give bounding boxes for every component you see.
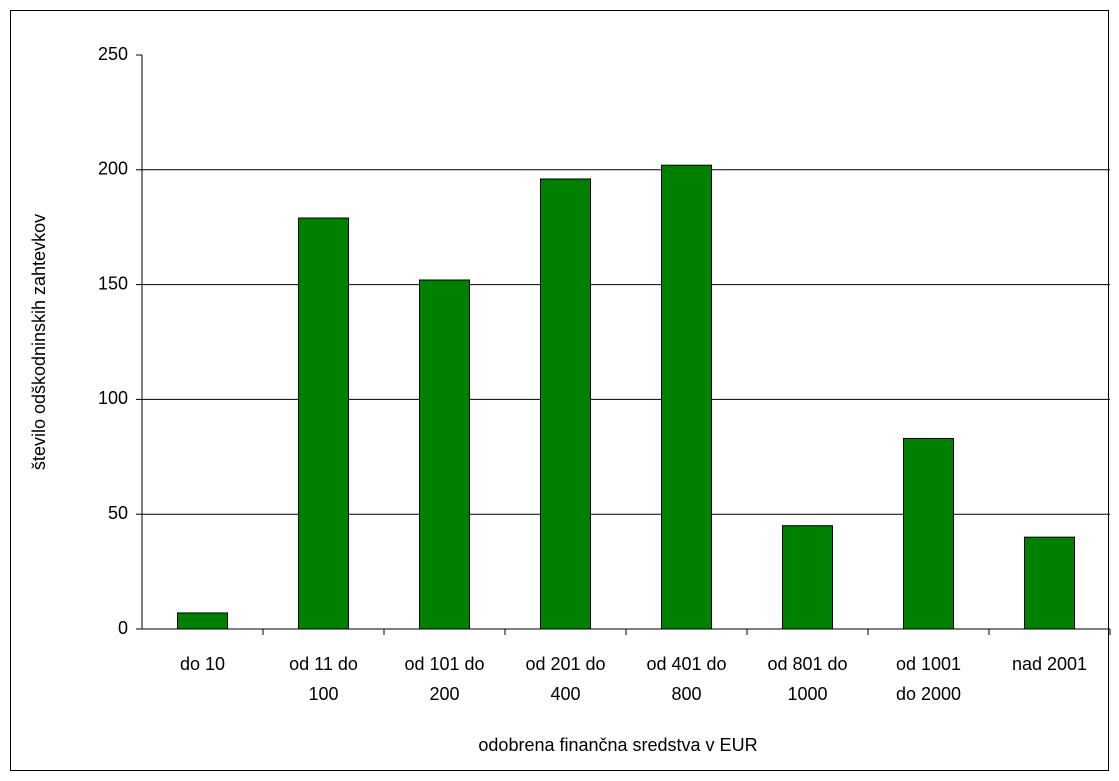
bar [782,525,833,630]
y-axis-title: število odškodninskih zahtevkov [29,214,49,470]
x-tick-label: od 801 do 1000 [767,654,847,704]
y-tick-label: 250 [98,44,128,64]
x-tick-label: nad 2001 [1012,654,1087,674]
x-axis-title: odobrena finančna sredstva v EUR [478,735,757,755]
bar [903,437,954,630]
x-tick-label: do 10 [180,654,225,674]
bar [661,164,712,630]
x-tick-label: od 11 do 100 [289,654,358,704]
y-tick-label: 150 [98,273,128,293]
y-tick-label: 50 [108,503,128,523]
bar [1024,536,1075,630]
bar [298,217,349,630]
y-tick-label: 0 [118,618,128,638]
bar [540,178,591,630]
y-tick-label: 100 [98,388,128,408]
bar [419,279,470,630]
x-tick-label: od 201 do 400 [525,654,605,704]
y-tick-label: 200 [98,159,128,179]
x-tick-label: od 1001 do 2000 [896,654,961,704]
x-tick-label: od 101 do 200 [404,654,484,704]
x-tick-label: od 401 do 800 [646,654,726,704]
bar [177,612,228,630]
